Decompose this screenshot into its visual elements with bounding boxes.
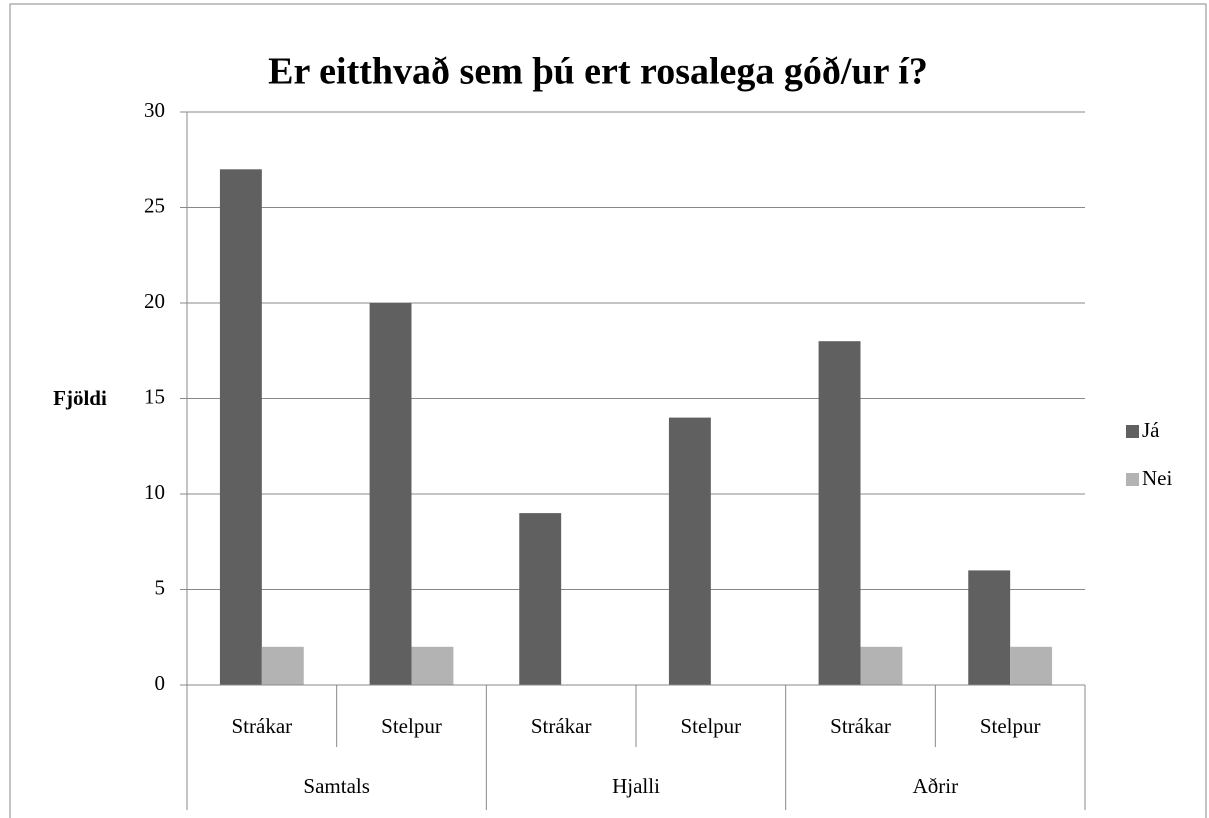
bar — [519, 513, 562, 685]
group-label: Aðrir — [913, 774, 959, 798]
legend-swatch — [1126, 425, 1139, 438]
x-tick-label: Stelpur — [381, 714, 442, 738]
bar — [1010, 646, 1053, 685]
legend-label: Nei — [1142, 466, 1172, 490]
legend-swatch — [1126, 473, 1139, 486]
bar — [968, 570, 1011, 685]
y-tick-label: 20 — [144, 289, 165, 313]
x-tick-label: Strákar — [531, 714, 592, 738]
y-tick-label: 10 — [144, 480, 165, 504]
chart-title: Er eitthvað sem þú ert rosalega góð/ur í… — [268, 51, 928, 93]
bar — [668, 417, 711, 685]
y-axis-label: Fjöldi — [53, 386, 107, 410]
x-tick-label: Stelpur — [680, 714, 741, 738]
bar — [860, 646, 903, 685]
x-tick-label: Strákar — [830, 714, 891, 738]
legend-label: Já — [1142, 418, 1160, 442]
y-tick-label: 30 — [144, 98, 165, 122]
bar — [369, 303, 412, 685]
x-tick-label: Strákar — [232, 714, 293, 738]
group-label: Hjalli — [612, 774, 660, 798]
group-label: Samtals — [303, 774, 370, 798]
y-tick-label: 0 — [155, 671, 166, 695]
bar — [261, 646, 304, 685]
y-tick-label: 15 — [144, 384, 165, 408]
bar — [219, 169, 262, 686]
bar — [818, 341, 861, 685]
x-tick-label: Stelpur — [980, 714, 1041, 738]
y-tick-label: 5 — [155, 575, 166, 599]
y-tick-label: 25 — [144, 193, 165, 217]
bar — [411, 646, 454, 685]
chart-frame — [9, 3, 1207, 818]
